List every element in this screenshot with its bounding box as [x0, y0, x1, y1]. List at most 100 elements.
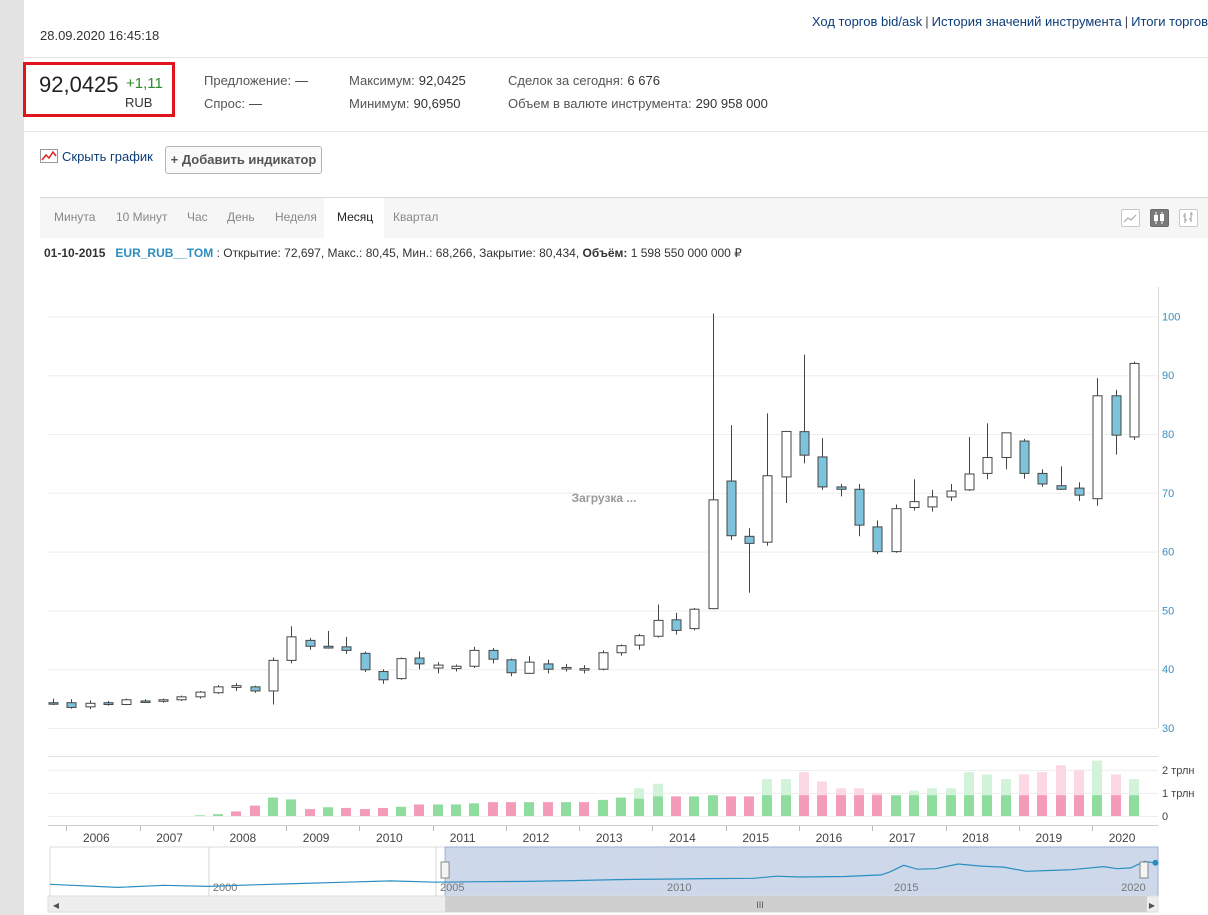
- candle-body: [305, 639, 316, 647]
- volume-bar: [323, 807, 333, 816]
- offer-value: —: [295, 73, 309, 88]
- volume-bar: [634, 798, 644, 816]
- y-tick-label: 70: [1162, 488, 1174, 500]
- volume-bar: [231, 811, 241, 816]
- candle-body: [836, 486, 847, 490]
- navigator-label: 2015: [894, 882, 918, 894]
- candle-body: [524, 661, 535, 674]
- scroll-right-icon: ▶: [1149, 901, 1156, 910]
- navigator[interactable]: 2000 2005 2010 2015 2020 III ◀ ▶: [47, 846, 1159, 913]
- candle-body: [85, 702, 96, 708]
- navigator-label: 2005: [440, 882, 464, 894]
- volume-tick-label: 1 трлн: [1162, 788, 1194, 800]
- volume-bar: [909, 795, 919, 816]
- candle-body: [781, 430, 792, 478]
- info-date: 01-10-2015: [44, 246, 106, 260]
- x-tick-label: 2011: [450, 831, 476, 845]
- x-tick-label: 2006: [83, 831, 110, 845]
- volume-bar: [744, 796, 754, 816]
- tab-quarter[interactable]: Квартал: [393, 210, 439, 224]
- volume-bar: [213, 814, 223, 816]
- candle-body: [854, 488, 865, 526]
- link-bid-ask[interactable]: Ход торгов bid/ask: [811, 14, 923, 29]
- offer-label: Предложение:: [204, 73, 292, 88]
- x-tick-label: 2009: [303, 831, 330, 845]
- loading-text: Загрузка ...: [572, 491, 637, 505]
- min-label: Минимум:: [349, 96, 410, 111]
- scrollbar-grip-icon: III: [756, 900, 764, 910]
- bid-label: Спрос:: [204, 96, 245, 111]
- deals-value: 6 676: [627, 73, 660, 88]
- candle-body: [1037, 472, 1048, 485]
- candle-body: [286, 636, 297, 661]
- candle-body: [909, 501, 920, 508]
- tab-month[interactable]: Месяц: [337, 210, 374, 224]
- volume-panel: 0 1 трлн 2 трлн: [48, 756, 1194, 823]
- volume-bar: [250, 805, 260, 816]
- hide-chart-label: Скрыть график: [62, 149, 153, 164]
- candle-body: [1111, 395, 1122, 436]
- volume-bar: [982, 795, 992, 816]
- link-results[interactable]: Итоги торгов: [1131, 14, 1208, 29]
- tab-day[interactable]: День: [227, 210, 255, 224]
- candle-body: [708, 499, 719, 610]
- price-currency: RUB: [125, 95, 153, 110]
- price-axis: 30 40 50 60 70 80 90 100: [1158, 287, 1180, 735]
- scrollbar-thumb: [445, 896, 1148, 912]
- candle-body: [726, 480, 737, 537]
- tab-minute[interactable]: Минута: [54, 210, 96, 224]
- info-volume-label: Объём:: [582, 246, 628, 260]
- navigator-label: 2020: [1121, 882, 1145, 894]
- candle-body: [341, 646, 352, 651]
- candle-body: [451, 665, 462, 670]
- volume-bar: [817, 795, 827, 816]
- top-links: Ход торгов bid/ask | История значений инст…: [811, 14, 1208, 29]
- candle-body: [195, 691, 206, 698]
- volume-bar: [872, 795, 882, 816]
- volume-bar-faint: [964, 772, 974, 816]
- volume-bar: [360, 809, 370, 816]
- max-stat: Максимум: 92,0425: [349, 73, 466, 88]
- tab-10-minutes[interactable]: 10 Минут: [116, 210, 168, 224]
- volume-bar: [762, 795, 772, 816]
- candle-body: [231, 685, 242, 688]
- info-symbol[interactable]: EUR_RUB__TOM: [115, 246, 214, 260]
- chart-icon: [40, 149, 58, 163]
- x-tick-label: 2015: [742, 831, 769, 845]
- y-tick-label: 40: [1162, 664, 1174, 676]
- price-candles: [48, 313, 1140, 710]
- divider: [24, 57, 1208, 58]
- ohlc-bars-icon[interactable]: [1179, 209, 1198, 227]
- volume-bar: [543, 802, 553, 816]
- navigator-line: [49, 860, 1154, 889]
- volume-bar: [488, 802, 498, 816]
- candlestick-icon[interactable]: [1150, 209, 1169, 227]
- hide-chart-link[interactable]: Скрыть график: [40, 149, 153, 164]
- y-tick-label: 90: [1162, 370, 1174, 382]
- volume-bar: [689, 796, 699, 816]
- volume-bar: [433, 804, 443, 816]
- volume-bar: [653, 796, 663, 816]
- candle-body: [140, 700, 151, 703]
- volume-bar-faint: [799, 772, 809, 816]
- min-stat: Минимум: 90,6950: [349, 96, 461, 111]
- volume-bar: [286, 799, 296, 816]
- navigator-handle: [1139, 861, 1149, 879]
- volume-bar: [726, 796, 736, 816]
- candle-body: [927, 496, 938, 508]
- link-history[interactable]: История значений инструмента: [931, 14, 1122, 29]
- volume-bar-faint: [1092, 760, 1102, 816]
- volume-bar: [506, 802, 516, 816]
- timestamp: 28.09.2020 16:45:18: [40, 28, 160, 43]
- line-chart-icon[interactable]: [1121, 209, 1140, 227]
- volume-bar: [378, 807, 388, 816]
- tab-hour[interactable]: Час: [187, 210, 208, 224]
- volume-bar: [946, 795, 956, 816]
- add-indicator-button[interactable]: + Добавить индикатор: [165, 146, 322, 174]
- deals-stat: Сделок за сегодня: 6 676: [508, 73, 660, 88]
- candle-body: [488, 649, 499, 660]
- tab-week[interactable]: Неделя: [275, 210, 317, 224]
- volume-bar: [854, 795, 864, 816]
- candle-body: [762, 475, 773, 543]
